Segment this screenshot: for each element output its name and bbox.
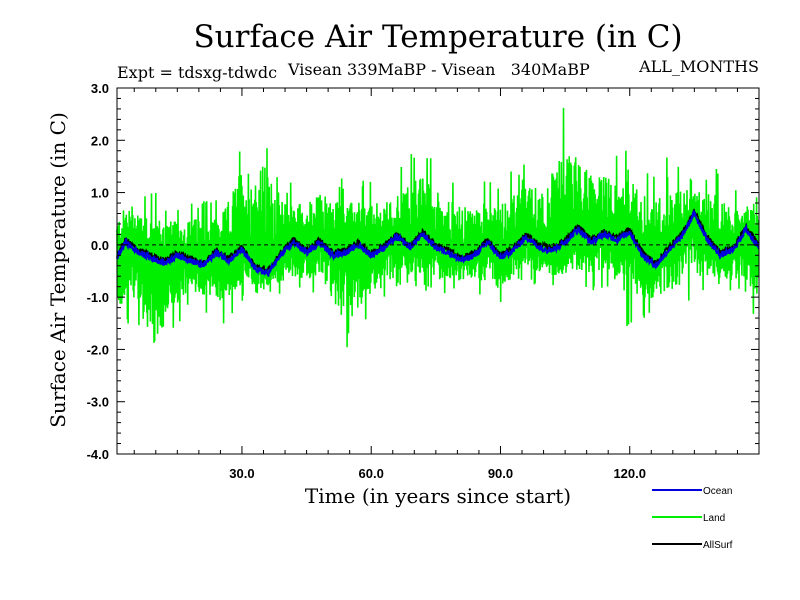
y-tick-label: -4.0 <box>87 447 109 462</box>
y-tick-label: 1.0 <box>91 186 109 201</box>
y-tick-label: 0.0 <box>91 238 109 253</box>
x-axis-label: Time (in years since start) <box>305 484 571 508</box>
months-label: ALL_MONTHS <box>638 57 759 76</box>
y-tick-label: -2.0 <box>87 342 109 357</box>
x-tick-label: 120.0 <box>613 466 646 481</box>
series-layer <box>116 107 760 348</box>
plot-frame <box>116 87 760 455</box>
legend-label-land: Land <box>703 513 725 524</box>
axes: -4.0 -3.0 -2.0 -1.0 0.0 1.0 2.0 3.0 30.0 60.0 90.0… <box>87 81 760 481</box>
series-line-land <box>116 107 760 348</box>
series-line-ocean <box>116 209 760 278</box>
legend-label-ocean: Ocean <box>703 486 732 497</box>
chart-title: Surface Air Temperature (in C) <box>193 19 682 55</box>
x-tick-label: 60.0 <box>359 466 384 481</box>
y-tick-label: -3.0 <box>87 395 109 410</box>
y-tick-label: -1.0 <box>87 290 109 305</box>
y-tick-label: 2.0 <box>91 133 109 148</box>
experiment-label: Expt = tdsxg-tdwdc <box>117 63 277 82</box>
x-tick-label: 30.0 <box>229 466 254 481</box>
y-tick-label: 3.0 <box>91 81 109 96</box>
x-tick-label: 90.0 <box>488 466 513 481</box>
legend-label-allsurf: AllSurf <box>703 540 733 551</box>
legend: Ocean Land AllSurf <box>652 486 733 551</box>
period-label: Visean 339MaBP - Visean 340MaBP <box>287 60 590 79</box>
y-axis-label: Surface Air Temperature (in C) <box>46 112 70 428</box>
